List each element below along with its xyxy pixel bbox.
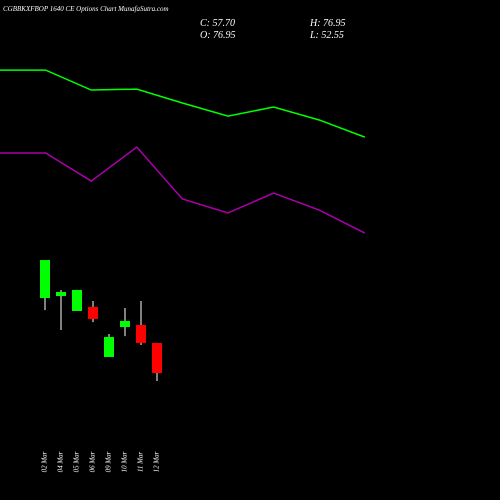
- stat-close: C: 57.70: [200, 18, 235, 29]
- candle-body: [72, 289, 82, 312]
- candle-body: [88, 306, 98, 319]
- x-tick-label: 04 Mar: [57, 451, 65, 472]
- x-tick-label: 02 Mar: [41, 451, 49, 472]
- indicator-line: [0, 69, 366, 138]
- stat-open: O: 76.95: [200, 30, 236, 41]
- candle-body: [56, 291, 66, 297]
- candle-body: [136, 325, 146, 343]
- x-tick-label: 10 Mar: [121, 451, 129, 472]
- candle-body: [120, 320, 130, 328]
- stat-high: H: 76.95: [309, 18, 346, 29]
- chart-title: CGBBKXFBOP 1640 CE Options Chart MunafaS…: [3, 5, 169, 13]
- x-tick-label: 11 Mar: [137, 452, 145, 473]
- x-tick-label: 06 Mar: [89, 451, 97, 472]
- candle-body: [40, 260, 50, 299]
- candle-body: [152, 343, 162, 374]
- x-tick-label: 09 Mar: [105, 451, 113, 472]
- x-tick-label: 12 Mar: [153, 451, 161, 472]
- x-tick-label: 05 Mar: [73, 451, 81, 472]
- candle-body: [104, 337, 114, 357]
- stat-low: L: 52.55: [309, 30, 344, 41]
- indicator-line: [0, 146, 366, 234]
